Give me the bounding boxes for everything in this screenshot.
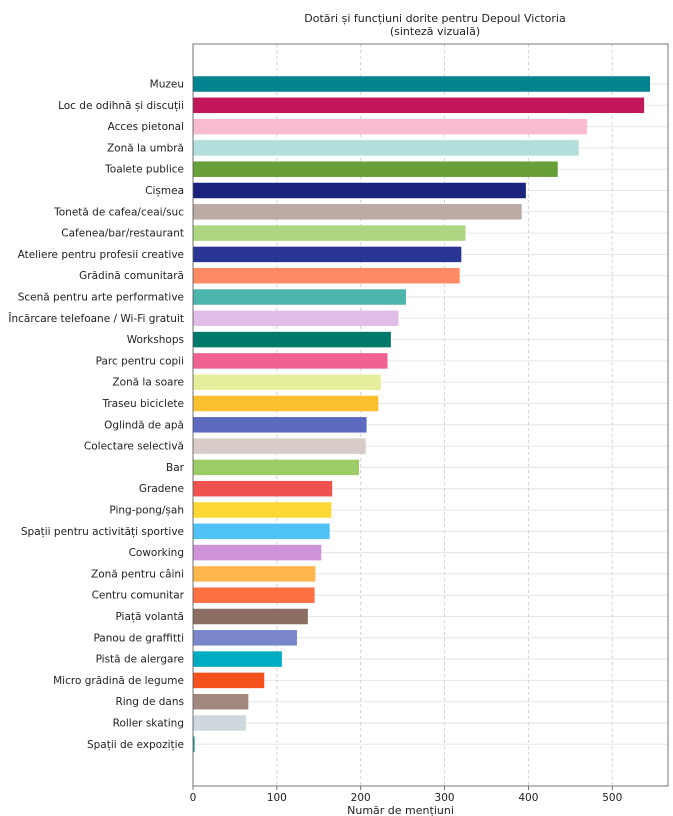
category-label: Acces pietonal — [108, 121, 184, 133]
category-label: Traseu biciclete — [101, 398, 184, 410]
bar — [193, 331, 391, 348]
bar — [193, 566, 316, 582]
category-label: Ping-pong/șah — [109, 505, 184, 517]
bar — [193, 417, 367, 433]
bar — [193, 140, 579, 156]
category-label: Ring de dans — [115, 696, 184, 708]
bar — [193, 587, 315, 603]
x-axis-label: Număr de mențiuni — [347, 804, 454, 816]
category-label: Loc de odihnă și discuții — [58, 100, 184, 112]
bar — [193, 246, 462, 263]
category-label: Grădină comunitară — [79, 270, 184, 282]
bar — [193, 374, 381, 390]
bar — [193, 672, 265, 689]
bar — [193, 289, 406, 305]
x-tick-label: 400 — [518, 792, 538, 804]
bar — [193, 651, 282, 667]
category-label: Toalete publice — [104, 164, 184, 176]
bar — [193, 459, 360, 476]
category-label: Încărcare telefoane / Wi-Fi gratuit — [7, 312, 184, 325]
category-label: Coworking — [129, 547, 184, 559]
x-axis-ticks: 0 100 200 300 400 500 — [190, 786, 622, 804]
category-label: Workshops — [127, 334, 184, 346]
bar — [193, 715, 246, 731]
category-label: Gradene — [139, 483, 184, 495]
bar — [193, 204, 522, 220]
category-label: Spații de expoziție — [87, 739, 184, 751]
category-label: Spații pentru activități sportive — [21, 526, 184, 538]
chart-subtitle: (sinteză vizuală) — [389, 25, 481, 38]
bar — [193, 118, 588, 135]
bar — [193, 161, 558, 177]
category-label: Zonă pentru câini — [91, 568, 184, 580]
bar — [193, 225, 466, 241]
category-label: Roller skating — [113, 718, 184, 730]
category-label: Bar — [166, 462, 185, 474]
category-label: Cafenea/bar/restaurant — [61, 228, 184, 240]
bar — [193, 630, 297, 646]
chart-title-block: Dotări și funcțiuni dorite pentru Depoul… — [200, 12, 670, 38]
category-label: Zonă la soare — [112, 377, 184, 389]
bar — [193, 97, 645, 114]
x-tick-label: 100 — [267, 792, 287, 804]
x-tick-label: 0 — [190, 792, 197, 804]
bar — [193, 438, 366, 454]
category-label: Muzeu — [150, 79, 184, 91]
bar — [193, 353, 388, 369]
bar — [193, 267, 460, 284]
bar — [193, 310, 399, 327]
category-label: Pistă de alergare — [96, 654, 184, 666]
category-label: Tonetă de cafea/ceai/suc — [53, 206, 184, 218]
category-label: Scenă pentru arte performative — [18, 292, 184, 304]
category-label: Ateliere pentru profesii creative — [18, 249, 184, 261]
bar — [193, 502, 332, 518]
category-label: Panou de graffitti — [93, 632, 184, 644]
chart-title: Dotări și funcțiuni dorite pentru Depoul… — [304, 12, 566, 25]
bar — [193, 182, 526, 199]
category-labels: Muzeu Loc de odihnă și discuții Acces piet… — [7, 79, 184, 751]
category-label: Cișmea — [145, 185, 184, 197]
bar — [193, 736, 195, 753]
bar — [193, 693, 249, 710]
category-label: Zonă la umbră — [107, 142, 184, 154]
bar — [193, 608, 308, 625]
x-tick-label: 200 — [351, 792, 371, 804]
category-label: Piață volantă — [115, 611, 184, 623]
bar — [193, 544, 322, 561]
bar — [193, 480, 333, 497]
category-label: Oglindă de apă — [104, 419, 184, 431]
category-label: Centru comunitar — [92, 590, 185, 602]
bar — [193, 523, 330, 540]
x-tick-label: 300 — [435, 792, 455, 804]
plot-frame — [192, 43, 669, 787]
x-tick-label: 500 — [602, 792, 622, 804]
bars — [193, 76, 650, 753]
category-label: Parc pentru copii — [96, 355, 184, 367]
bar — [193, 395, 379, 412]
bar — [193, 76, 650, 92]
category-label: Colectare selectivă — [84, 441, 184, 453]
category-label: Micro grădină de legume — [53, 675, 184, 687]
